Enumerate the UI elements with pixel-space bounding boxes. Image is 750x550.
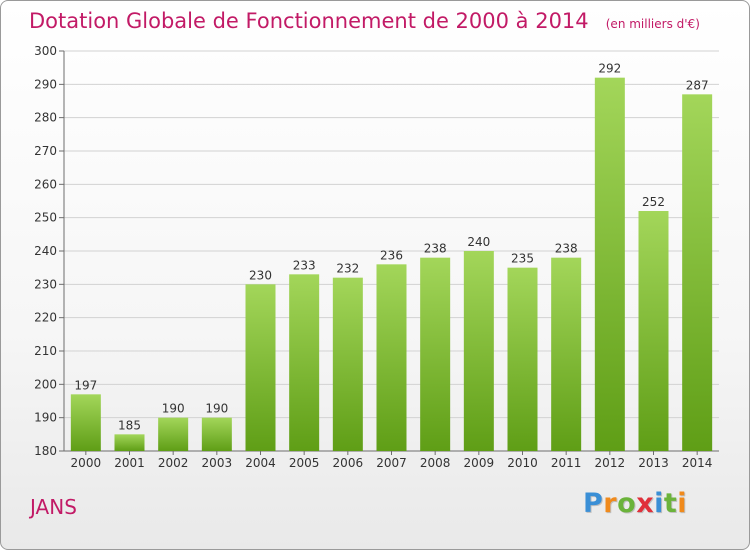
x-tick-label: 2014 (682, 456, 713, 470)
bar (594, 77, 625, 452)
labels: 180 190 200 210 220 230 240 250 260 270 280 290 300 1… (34, 44, 712, 470)
x-tick-label: 2005 (289, 456, 320, 470)
y-tick-label: 270 (34, 144, 57, 158)
y-tick-label: 210 (34, 344, 57, 358)
bar (638, 211, 669, 451)
bar (201, 417, 232, 451)
logo-letter: r (603, 488, 618, 519)
bar (114, 434, 145, 451)
y-tick-label: 230 (34, 277, 57, 291)
data-label: 232 (336, 262, 359, 276)
bar (376, 264, 407, 451)
data-label: 185 (118, 418, 141, 432)
bar (463, 251, 494, 451)
data-label: 197 (74, 378, 97, 392)
logo-letter: i (677, 488, 688, 519)
chart-subtitle: (en milliers d'€) (605, 17, 700, 31)
y-tick-label: 280 (34, 111, 57, 125)
x-tick-label: 2007 (376, 456, 407, 470)
x-tick-label: 2013 (638, 456, 669, 470)
x-tick-label: 2002 (158, 456, 189, 470)
bars (70, 77, 713, 452)
x-tick-label: 2008 (420, 456, 451, 470)
x-tick-label: 2010 (507, 456, 538, 470)
logo-letter: i (654, 488, 664, 519)
logo-letter: t (663, 488, 678, 519)
logo-letter: x (636, 488, 655, 519)
bar (332, 277, 363, 451)
title-row: Dotation Globale de Fonctionnement de 20… (29, 9, 700, 33)
commune-name: JANS (30, 495, 77, 519)
data-label: 238 (424, 242, 447, 256)
bar (420, 257, 451, 451)
x-tick-label: 2003 (202, 456, 233, 470)
data-label: 236 (380, 248, 403, 262)
y-tick-label: 300 (34, 44, 57, 58)
logo-letter: P (583, 488, 604, 519)
data-label: 235 (511, 252, 534, 266)
bar (507, 267, 538, 451)
y-tick-label: 290 (34, 77, 57, 91)
y-tick-label: 240 (34, 244, 57, 258)
chart-title: Dotation Globale de Fonctionnement de 20… (29, 9, 589, 33)
logo-letter: o (617, 488, 637, 519)
y-tick-label: 200 (34, 377, 57, 391)
bar (289, 274, 320, 451)
y-tick-label: 220 (34, 311, 57, 325)
x-tick-label: 2009 (464, 456, 495, 470)
bar (70, 394, 101, 451)
proxiti-logo[interactable]: Proxiti (583, 488, 687, 519)
data-label: 252 (642, 195, 665, 209)
bar (682, 94, 713, 451)
bar (551, 257, 582, 451)
bar-chart: 180 190 200 210 220 230 240 250 260 270 280 290 300 1… (34, 44, 719, 470)
x-tick-label: 2000 (71, 456, 102, 470)
y-tick-label: 190 (34, 411, 57, 425)
data-label: 240 (467, 235, 490, 249)
data-label: 287 (686, 78, 709, 92)
y-tick-label: 260 (34, 177, 57, 191)
data-label: 233 (293, 258, 316, 272)
x-tick-label: 2006 (333, 456, 364, 470)
data-label: 190 (162, 402, 185, 416)
x-tick-label: 2012 (595, 456, 626, 470)
y-tick-label: 250 (34, 211, 57, 225)
data-label: 230 (249, 268, 272, 282)
x-tick-label: 2004 (245, 456, 276, 470)
x-tick-label: 2011 (551, 456, 582, 470)
data-label: 292 (598, 62, 621, 76)
data-label: 190 (205, 402, 228, 416)
data-label: 238 (555, 242, 578, 256)
bar (245, 284, 276, 451)
x-tick-label: 2001 (114, 456, 145, 470)
y-tick-label: 180 (34, 444, 57, 458)
bar (158, 417, 189, 451)
